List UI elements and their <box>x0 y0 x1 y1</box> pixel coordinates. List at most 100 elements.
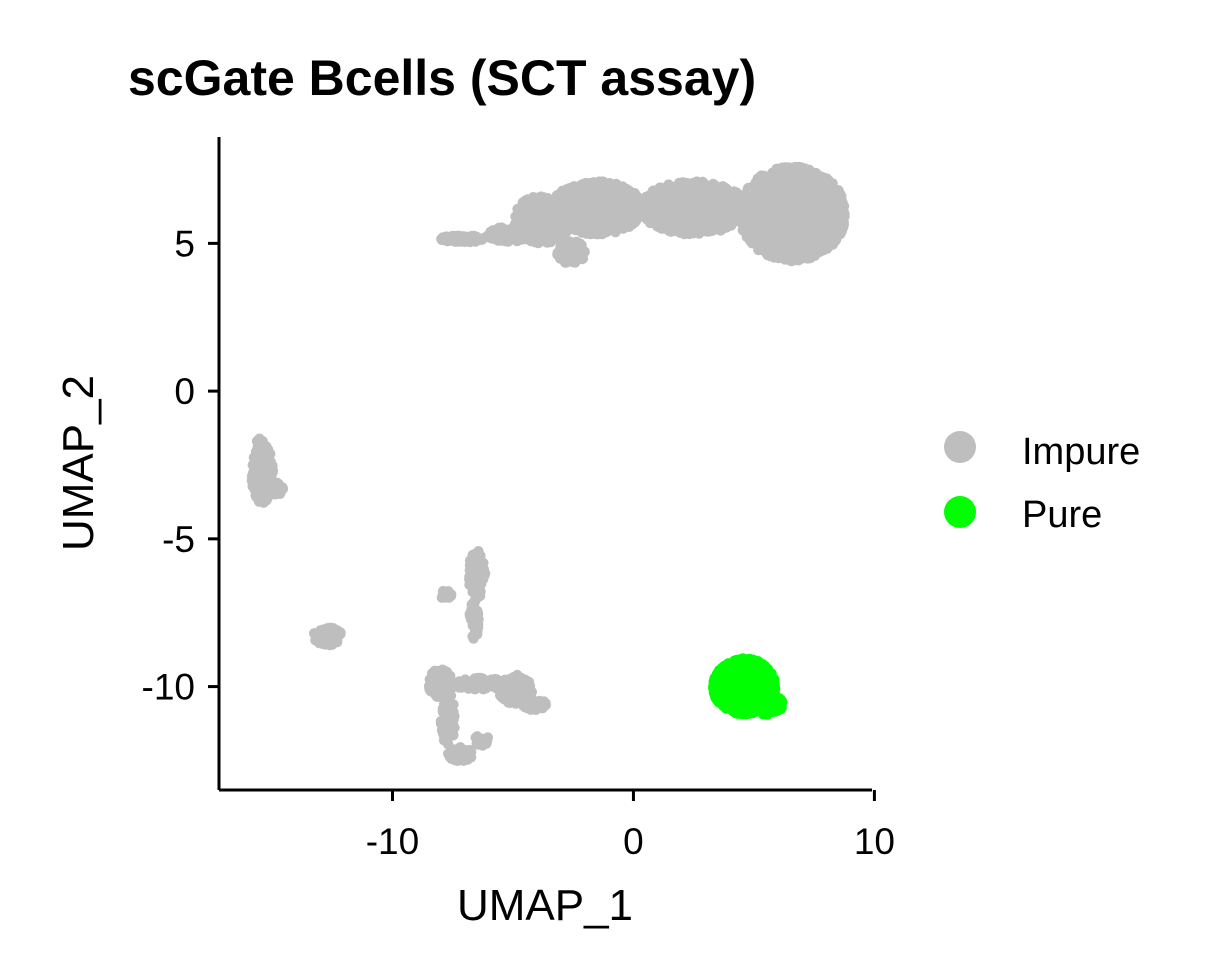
data-point <box>777 221 788 233</box>
data-point <box>253 483 264 494</box>
data-point <box>254 433 265 444</box>
data-point <box>765 214 777 226</box>
data-point <box>693 225 704 236</box>
data-point <box>441 699 453 710</box>
data-point <box>466 579 477 591</box>
data-point <box>624 218 635 229</box>
data-point <box>525 216 536 228</box>
data-point <box>527 695 538 706</box>
data-point <box>571 253 583 264</box>
data-point <box>592 191 603 202</box>
data-point <box>324 637 335 649</box>
data-point <box>774 186 786 197</box>
data-point <box>822 217 833 228</box>
data-point <box>624 200 635 211</box>
data-point <box>526 203 537 214</box>
data-point <box>463 747 474 758</box>
data-point <box>644 216 655 227</box>
data-point <box>720 182 731 194</box>
data-point <box>692 217 703 228</box>
data-point <box>600 196 611 207</box>
data-point <box>836 221 847 232</box>
data-point <box>470 679 482 691</box>
data-point <box>262 470 273 481</box>
data-point <box>794 219 805 231</box>
data-point <box>518 700 529 711</box>
data-point <box>470 604 481 616</box>
data-point <box>577 184 589 195</box>
data-point <box>435 716 447 727</box>
data-point <box>834 210 845 222</box>
data-point <box>812 197 823 208</box>
data-point <box>656 191 667 202</box>
data-point <box>755 180 766 191</box>
data-point <box>471 621 483 632</box>
data-point <box>727 191 738 202</box>
data-point <box>683 227 694 238</box>
data-point <box>496 235 507 246</box>
data-point <box>271 482 283 494</box>
data-point <box>585 207 597 218</box>
data-point <box>465 231 477 242</box>
data-point <box>825 185 836 196</box>
data-point <box>767 251 778 262</box>
data-point <box>771 173 782 184</box>
data-point <box>761 244 773 255</box>
data-point <box>563 220 575 232</box>
data-point <box>519 230 530 241</box>
data-point <box>599 183 610 194</box>
data-point <box>444 592 455 603</box>
data-point <box>644 190 656 201</box>
data-point <box>760 198 772 210</box>
data-point <box>472 738 484 750</box>
data-point <box>464 571 475 582</box>
data-point <box>510 231 521 243</box>
data-point <box>670 188 681 200</box>
data-point <box>481 735 493 746</box>
data-point <box>646 198 658 209</box>
data-point <box>456 677 467 688</box>
data-point <box>561 211 573 222</box>
data-point <box>599 226 610 237</box>
data-point <box>760 229 771 241</box>
series-pure <box>708 653 788 720</box>
data-point <box>739 206 750 218</box>
data-point <box>485 230 496 242</box>
data-point <box>450 753 461 764</box>
data-point <box>540 197 551 208</box>
data-point <box>465 614 477 625</box>
data-point <box>744 187 755 198</box>
data-point <box>815 243 826 254</box>
data-point <box>438 233 449 244</box>
data-point <box>327 624 339 635</box>
data-point <box>787 192 798 203</box>
data-point <box>781 179 792 190</box>
data-point <box>443 690 454 701</box>
data-point <box>447 678 458 690</box>
data-point <box>709 186 720 197</box>
data-point <box>737 225 748 236</box>
data-point <box>703 218 714 230</box>
points-layer <box>246 161 850 766</box>
data-point <box>809 188 820 200</box>
data-point <box>799 165 810 176</box>
data-point <box>794 229 806 240</box>
data-point <box>254 462 265 473</box>
data-point <box>546 217 557 228</box>
data-point <box>615 189 626 201</box>
data-point <box>436 592 448 603</box>
data-point <box>426 671 438 683</box>
data-point <box>689 209 700 220</box>
data-point <box>545 225 556 236</box>
data-point <box>722 210 733 221</box>
data-point <box>555 227 567 238</box>
data-point <box>692 183 704 195</box>
data-point <box>601 207 612 218</box>
data-point <box>687 199 699 210</box>
data-point <box>512 671 523 682</box>
data-point <box>790 246 802 258</box>
data-point <box>501 679 512 690</box>
data-point <box>811 206 822 217</box>
data-point <box>258 445 270 456</box>
